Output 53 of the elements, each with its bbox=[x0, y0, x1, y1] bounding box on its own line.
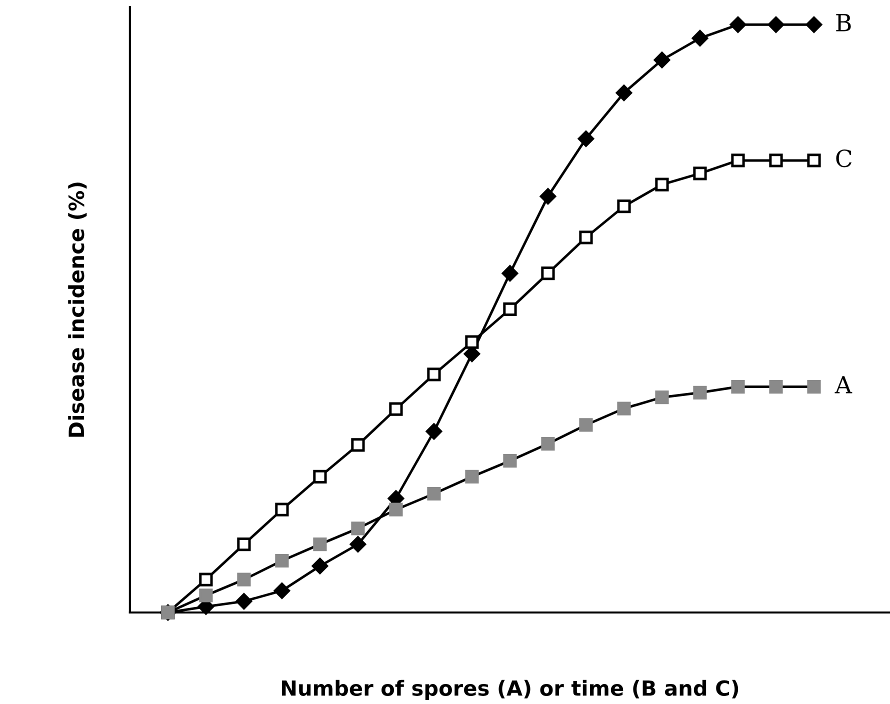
point bbox=[236, 593, 252, 610]
point bbox=[768, 16, 784, 33]
point bbox=[503, 302, 517, 316]
point bbox=[579, 230, 593, 244]
point bbox=[427, 486, 441, 501]
point bbox=[312, 558, 328, 574]
point bbox=[807, 154, 821, 168]
point bbox=[426, 423, 442, 440]
point bbox=[541, 266, 555, 280]
point bbox=[275, 502, 289, 516]
y-axis-title: Disease incidence (%) bbox=[68, 182, 87, 437]
series-label: C bbox=[836, 149, 852, 168]
point bbox=[654, 52, 670, 68]
point bbox=[465, 335, 479, 349]
point bbox=[199, 572, 213, 586]
point bbox=[313, 470, 327, 484]
point bbox=[578, 130, 594, 147]
point bbox=[274, 582, 290, 599]
point bbox=[350, 536, 366, 552]
point bbox=[389, 502, 403, 516]
x-axis-title: Number of spores (A) or time (B and C) bbox=[282, 680, 738, 700]
point bbox=[503, 454, 517, 468]
point bbox=[502, 265, 518, 282]
point bbox=[731, 380, 745, 394]
point bbox=[465, 470, 479, 484]
point bbox=[616, 84, 632, 101]
point bbox=[807, 380, 821, 394]
point bbox=[389, 402, 403, 416]
point bbox=[427, 368, 441, 382]
point bbox=[275, 554, 289, 568]
point bbox=[351, 438, 365, 452]
point bbox=[806, 16, 822, 33]
point bbox=[541, 436, 555, 451]
point bbox=[313, 537, 327, 552]
point bbox=[617, 200, 631, 214]
series-label: B bbox=[836, 14, 851, 32]
point bbox=[351, 522, 365, 536]
point bbox=[769, 380, 783, 394]
point bbox=[540, 188, 556, 204]
point bbox=[692, 30, 708, 46]
point bbox=[617, 402, 631, 416]
point bbox=[655, 178, 669, 192]
point bbox=[731, 154, 745, 168]
point bbox=[693, 166, 707, 180]
point bbox=[237, 572, 251, 586]
point bbox=[655, 390, 669, 404]
point bbox=[730, 16, 746, 33]
point bbox=[237, 537, 251, 552]
point bbox=[579, 418, 593, 432]
point bbox=[769, 154, 783, 168]
point bbox=[693, 386, 707, 400]
point bbox=[199, 588, 213, 602]
series-label: A bbox=[834, 376, 852, 394]
